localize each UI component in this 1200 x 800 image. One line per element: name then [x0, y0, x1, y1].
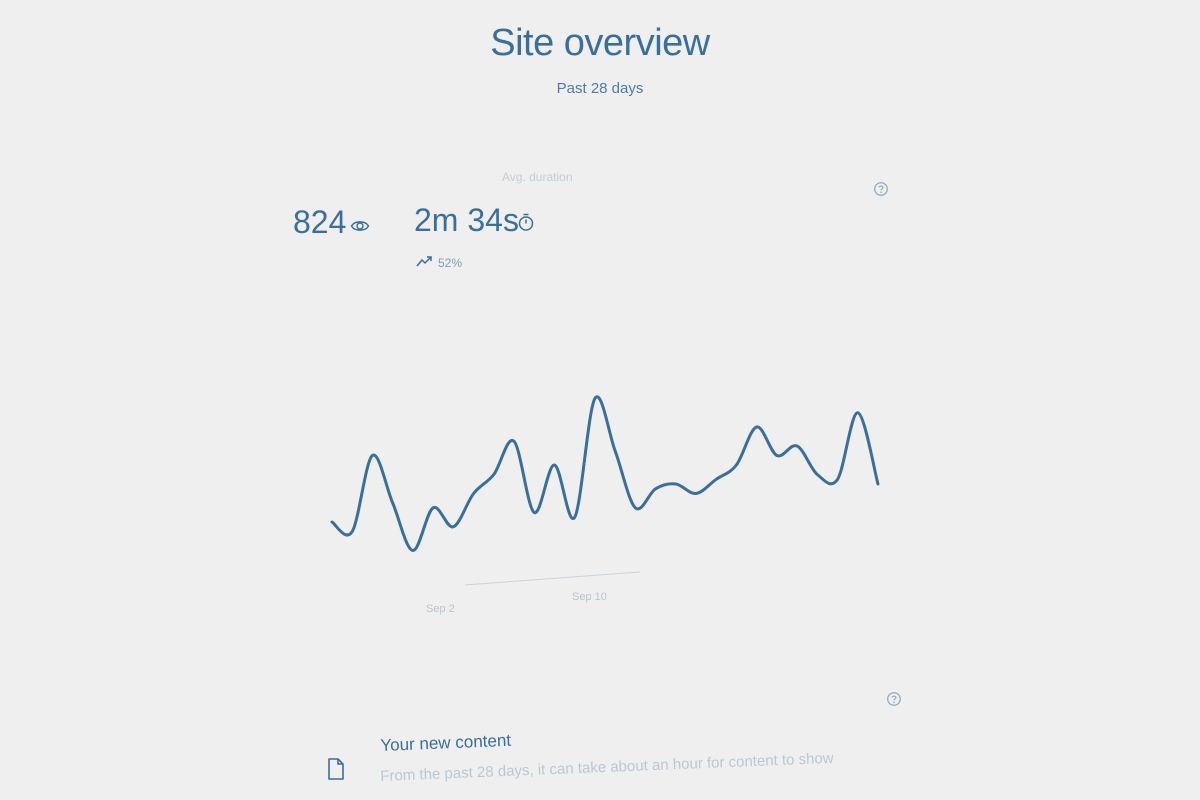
x-axis-line — [464, 571, 641, 586]
data-point — [755, 425, 759, 429]
data-point — [613, 449, 617, 453]
data-point — [815, 473, 819, 477]
data-point — [391, 501, 395, 505]
data-point — [512, 439, 516, 443]
data-point — [593, 397, 597, 401]
content-help-icon[interactable] — [885, 690, 903, 708]
duration-value[interactable]: 2m 34s — [414, 202, 519, 238]
views-value[interactable]: 824 — [293, 204, 347, 240]
data-point — [492, 473, 496, 477]
views-line-chart: Sep 2 Sep 10 — [330, 395, 880, 615]
data-point — [633, 506, 637, 510]
duration-label: Avg. duration — [502, 170, 573, 184]
page-subtitle: Past 28 days — [556, 80, 644, 97]
series-line — [330, 395, 880, 552]
data-point — [674, 482, 678, 486]
trend-up-icon — [416, 256, 432, 267]
data-point — [451, 525, 455, 529]
data-point — [734, 463, 738, 467]
x-tick-label: Sep 2 — [426, 603, 455, 615]
x-tick-label: Sep 10 — [572, 591, 607, 603]
new-content-title: Your new content — [380, 730, 512, 755]
data-point — [552, 463, 556, 467]
data-point — [694, 492, 698, 496]
page-title: Site overview — [490, 22, 710, 64]
eye-icon — [350, 221, 370, 231]
data-point — [856, 411, 860, 415]
data-point — [573, 515, 577, 519]
stopwatch-icon — [518, 213, 534, 231]
data-point — [714, 477, 718, 481]
new-content-description: From the past 28 days, it can take about… — [380, 749, 834, 785]
data-point — [472, 492, 476, 496]
data-point — [775, 454, 779, 458]
data-point — [836, 477, 840, 481]
data-point — [654, 487, 658, 491]
data-point — [431, 506, 435, 510]
duration-change: 52% — [438, 256, 463, 270]
data-point — [350, 530, 354, 534]
data-point — [532, 511, 536, 515]
document-icon — [328, 758, 344, 780]
data-point — [370, 454, 374, 458]
data-point — [876, 482, 880, 486]
help-icon[interactable] — [872, 180, 890, 198]
data-point — [330, 520, 334, 524]
stats-card: 824 Avg. duration 2m 34s 52% Sep 2 Sep 10 — [280, 160, 910, 630]
data-point — [795, 444, 799, 448]
data-point — [411, 549, 415, 553]
